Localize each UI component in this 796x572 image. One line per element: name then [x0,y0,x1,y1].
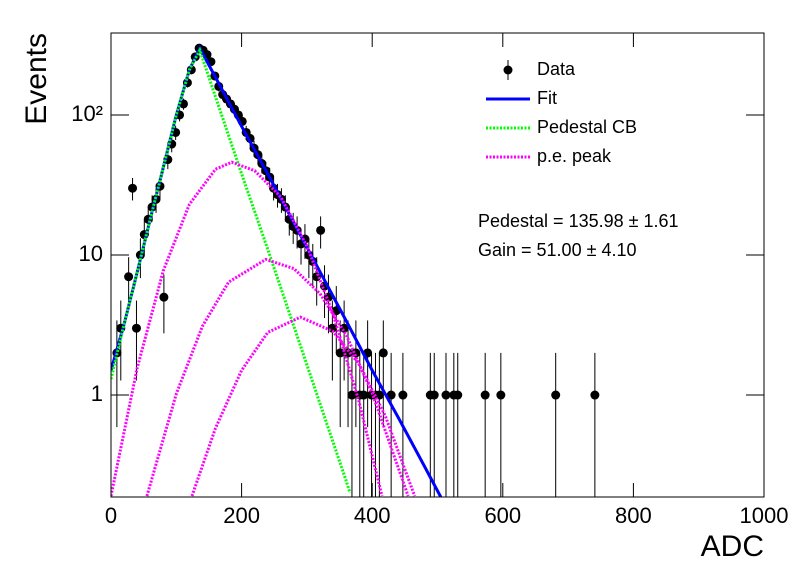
data-point [480,390,490,400]
x-tick-label: 600 [484,503,521,528]
curve [111,160,384,497]
y-axis-title: Events [20,33,53,125]
plot-area [111,43,600,497]
frame [110,32,765,498]
x-tick-label: 0 [105,503,117,528]
curve [111,46,352,494]
legend-label: p.e. peak [537,146,612,166]
data-point [128,183,138,193]
data-point [359,390,369,400]
data-point [551,390,561,400]
legend-label: Pedestal CB [537,117,637,137]
data-point [398,390,408,400]
data-point [378,348,388,358]
x-tick-label: 200 [223,503,260,528]
x-tick-label: 1000 [740,503,789,528]
data-point [124,272,134,282]
data-point [343,348,353,358]
legend: Data Fit Pedestal CB p.e. peak [486,59,637,166]
data-point [335,348,345,358]
curve [190,315,417,497]
legend-marker [503,65,513,75]
data-point [453,390,463,400]
data-point [441,390,451,400]
data-point [347,390,357,400]
data-point [131,323,141,333]
data-point [316,225,326,235]
y-tick-label: 10 [79,241,103,266]
y-tick-label: 1 [91,381,103,406]
data-point [590,390,600,400]
data-point [386,390,396,400]
x-tick-label: 800 [615,503,652,528]
annotation: Gain = 51.00 ± 4.10 [478,240,637,260]
y-tick-label: 10² [71,101,103,126]
data-point [159,292,169,302]
annotation: Pedestal = 135.98 ± 1.61 [478,211,679,231]
data-point [429,390,439,400]
data-point [496,390,506,400]
x-tick-label: 400 [354,503,391,528]
x-axis-title: ADC [701,530,764,563]
legend-label: Data [537,59,576,79]
legend-label: Fit [537,88,557,108]
